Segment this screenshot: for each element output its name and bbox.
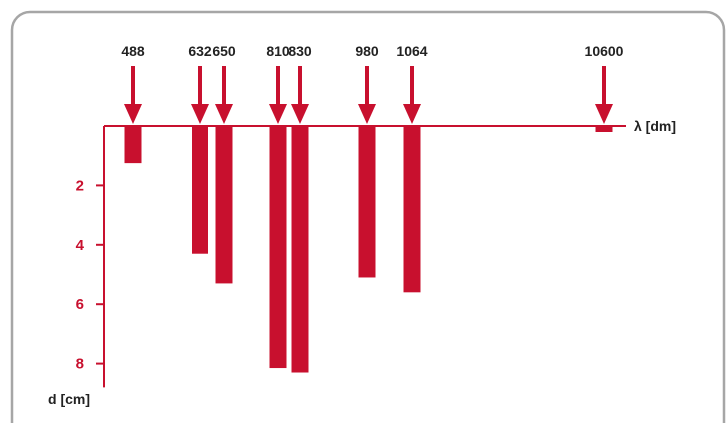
bar-1064 xyxy=(403,126,421,293)
category-label-10600: 10600 xyxy=(585,43,624,59)
arrows-layer xyxy=(124,66,613,124)
y-tick-label-8: 8 xyxy=(76,356,84,373)
bar-830 xyxy=(291,126,309,373)
y-axis-title: d [cm] xyxy=(48,391,90,407)
y-ticks-layer: 2 4 6 8 xyxy=(76,177,104,373)
category-label-1064: 1064 xyxy=(396,43,427,59)
bar-632 xyxy=(192,126,208,254)
arrow-980 xyxy=(358,66,376,124)
category-label-650: 650 xyxy=(212,43,236,59)
arrow-1064 xyxy=(403,66,421,124)
arrow-10600 xyxy=(595,66,613,124)
arrow-632 xyxy=(191,66,209,124)
y-tick-label-6: 6 xyxy=(76,296,84,313)
arrow-830 xyxy=(291,66,309,124)
category-label-980: 980 xyxy=(355,43,379,59)
bar-10600 xyxy=(595,126,613,132)
category-label-810: 810 xyxy=(266,43,290,59)
bar-980 xyxy=(358,126,376,278)
arrow-488 xyxy=(124,66,142,124)
bar-810 xyxy=(269,126,287,369)
category-label-830: 830 xyxy=(288,43,312,59)
y-tick-label-4: 4 xyxy=(76,237,85,254)
bars-layer xyxy=(124,126,613,373)
bar-650 xyxy=(215,126,233,284)
category-label-632: 632 xyxy=(188,43,212,59)
arrow-650 xyxy=(215,66,233,124)
bar-488 xyxy=(124,126,142,164)
arrow-810 xyxy=(269,66,287,124)
x-axis-title: λ [dm] xyxy=(634,118,676,134)
y-tick-label-2: 2 xyxy=(76,177,84,194)
category-label-488: 488 xyxy=(121,43,145,59)
